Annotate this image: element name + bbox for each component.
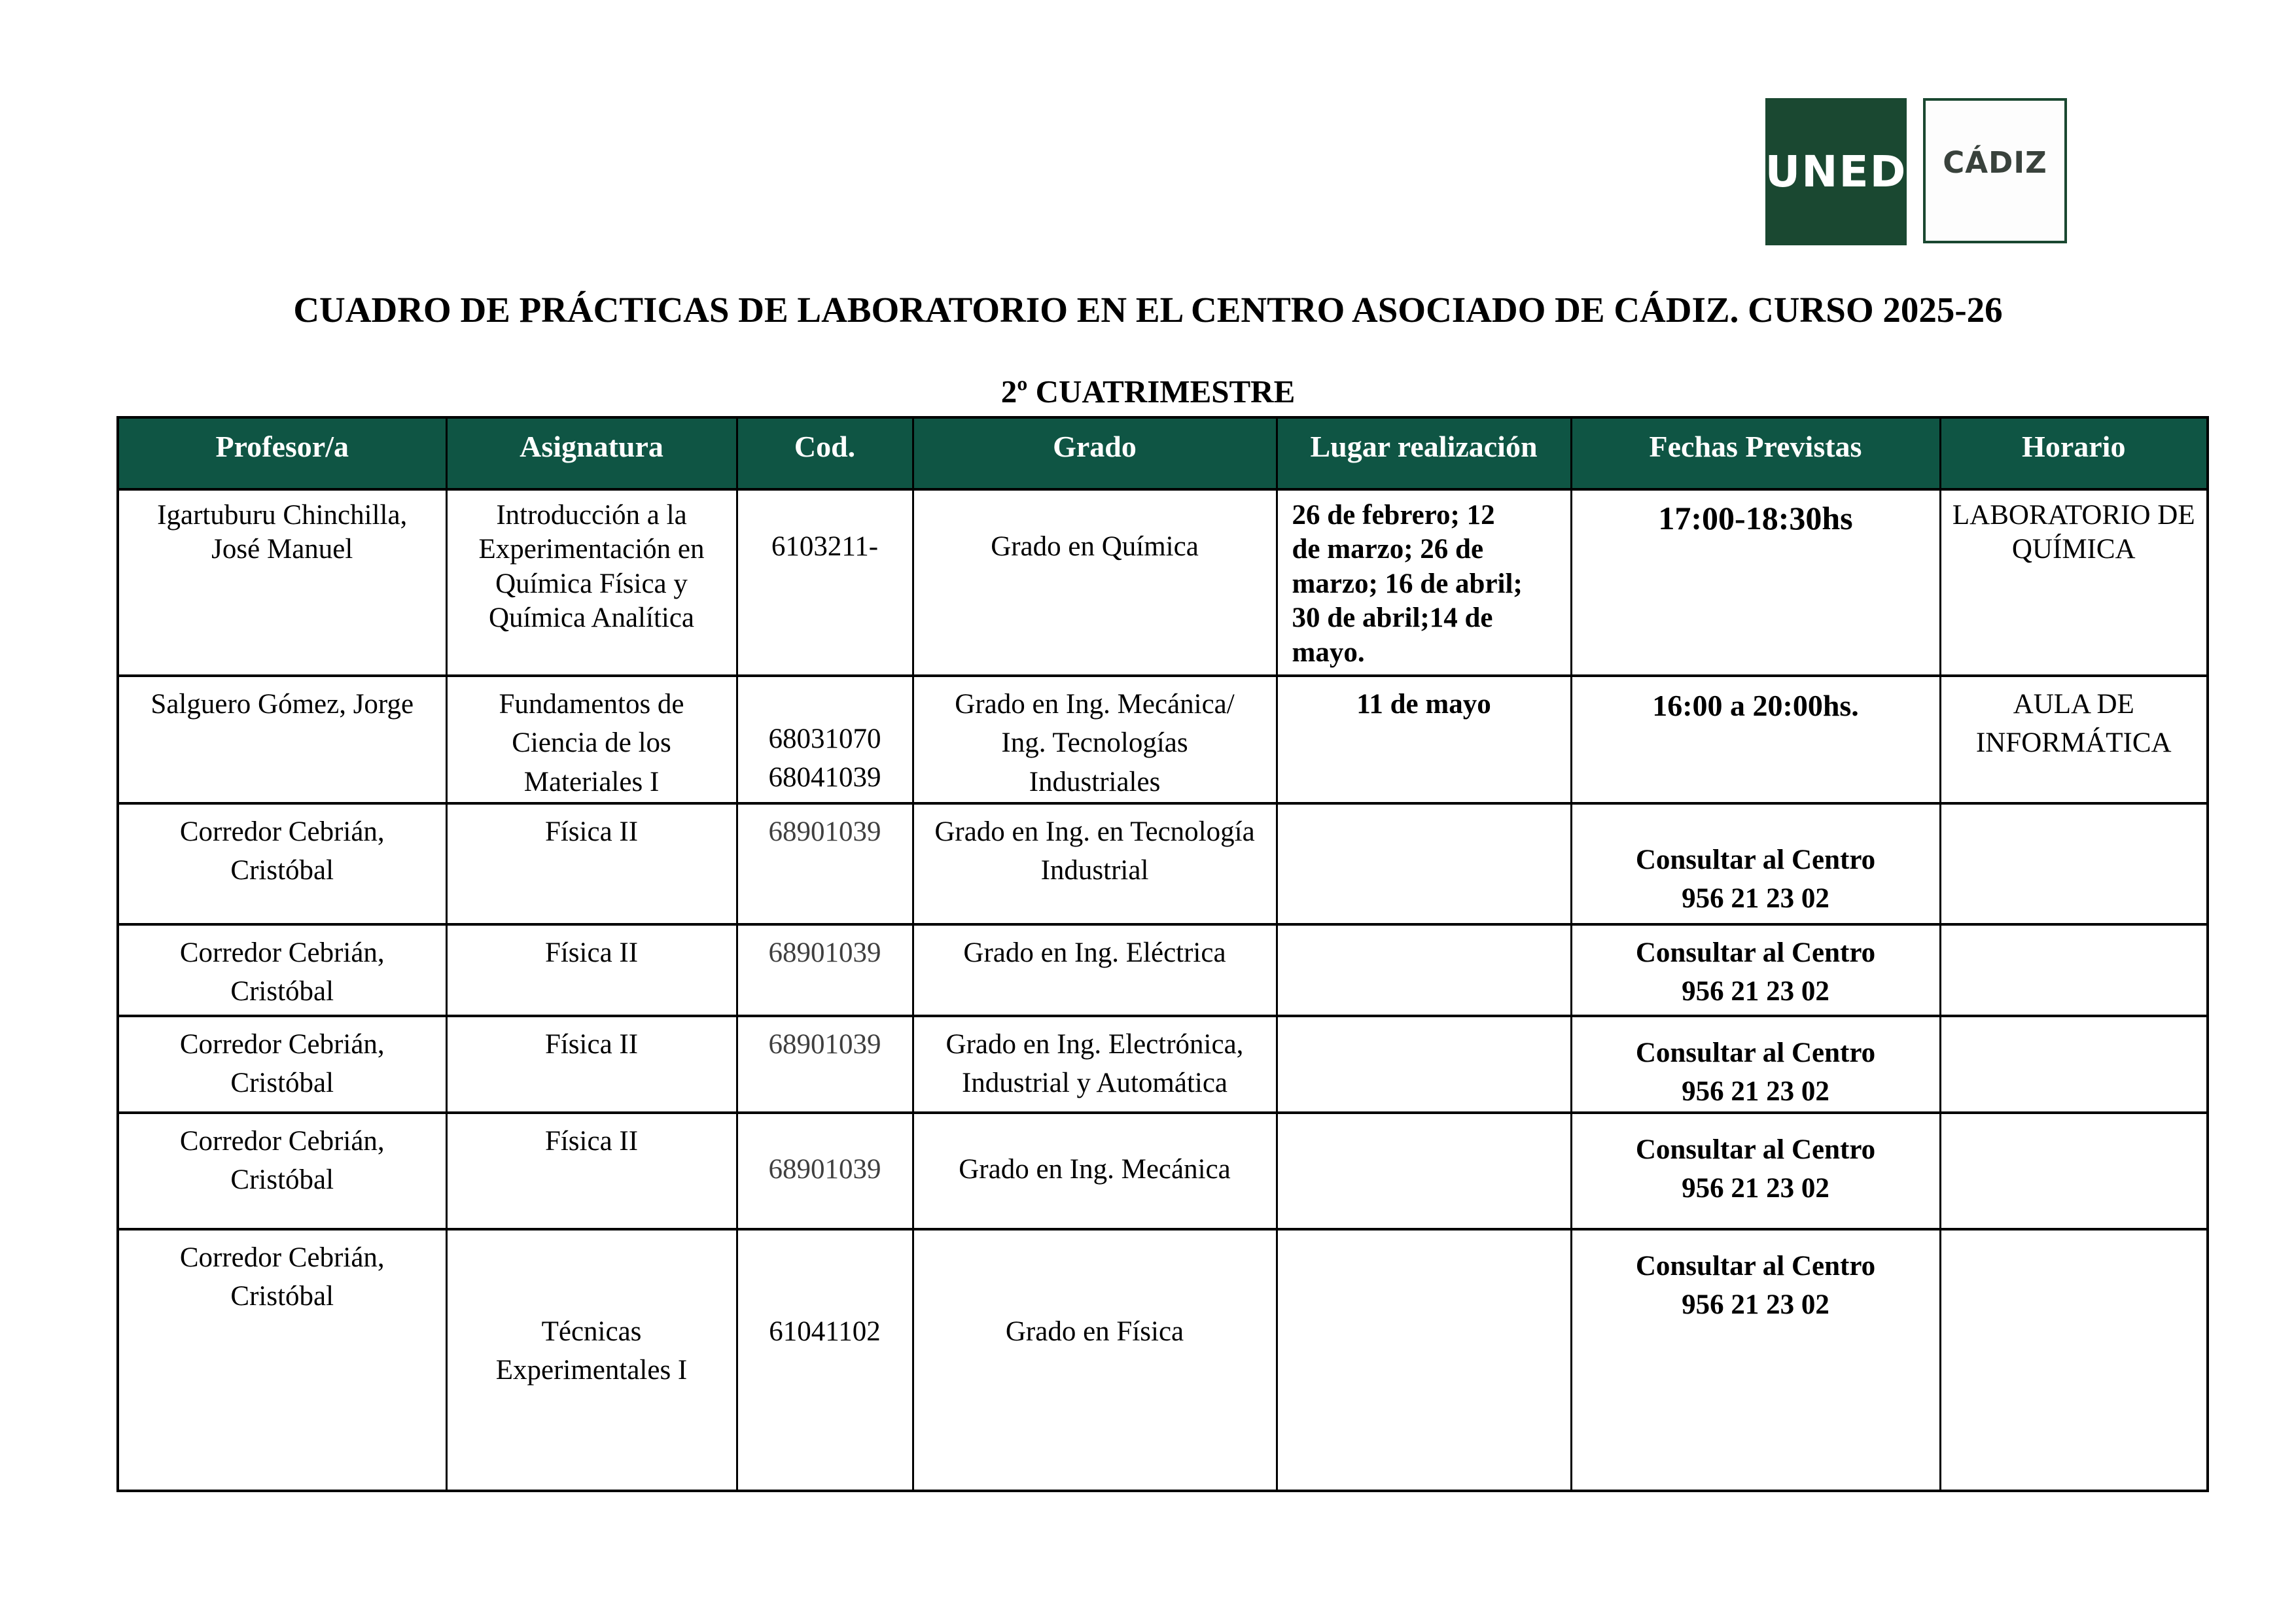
cell-profesor: Corredor Cebrián, Cristóbal: [116, 1015, 448, 1114]
cell-grado: Grado en Ing. Mecánica/ Ing. Tecnologías…: [911, 674, 1278, 805]
header-lugar: Lugar realización: [1275, 416, 1572, 491]
cell-horario: [1939, 923, 2209, 1017]
cell-cod: 6103211-: [735, 488, 914, 677]
cell-profesor: Corredor Cebrián, Cristóbal: [116, 1111, 448, 1230]
cell-profesor: Igartuburu Chinchilla, José Manuel: [116, 488, 448, 677]
cell-profesor: Corredor Cebrián, Cristóbal: [116, 802, 448, 926]
cell-asignatura: Fundamentos de Ciencia de los Materiales…: [445, 674, 738, 805]
cell-fechas: Consultar al Centro 956 21 23 02: [1570, 1111, 1941, 1230]
header-grado: Grado: [911, 416, 1278, 491]
cell-asignatura: Física II: [445, 1015, 738, 1114]
cell-lugar: [1275, 923, 1572, 1017]
cell-grado: Grado en Ing. en Tecnología Industrial: [911, 802, 1278, 926]
cell-cod: 68901039: [735, 802, 914, 926]
cell-grado: Grado en Ing. Eléctrica: [911, 923, 1278, 1017]
uned-logo-text: UNED: [1765, 147, 1907, 197]
cell-fechas: Consultar al Centro 956 21 23 02: [1570, 1228, 1941, 1492]
lab-schedule-table: Profesor/a Asignatura Cod. Grado Lugar r…: [116, 416, 2209, 1492]
table-row: Corredor Cebrián, Cristóbal Física II 68…: [116, 802, 2209, 926]
header-profesor: Profesor/a: [116, 416, 448, 491]
table-row: Corredor Cebrián, Cristóbal Física II 68…: [116, 923, 2209, 1017]
cell-grado: Grado en Ing. Electrónica, Industrial y …: [911, 1015, 1278, 1114]
table-header-row: Profesor/a Asignatura Cod. Grado Lugar r…: [116, 416, 2209, 491]
cell-fechas: 17:00-18:30hs: [1570, 488, 1941, 677]
cell-horario: [1939, 1111, 2209, 1230]
cell-profesor: Corredor Cebrián, Cristóbal: [116, 1228, 448, 1492]
cell-lugar: [1275, 1015, 1572, 1114]
cell-horario: AULA DE INFORMÁTICA: [1939, 674, 2209, 805]
cell-horario: [1939, 802, 2209, 926]
cell-horario: [1939, 1015, 2209, 1114]
header-cod: Cod.: [735, 416, 914, 491]
cell-fechas: Consultar al Centro 956 21 23 02: [1570, 1015, 1941, 1114]
header-asignatura: Asignatura: [445, 416, 738, 491]
cell-horario: LABORATORIO DE QUÍMICA: [1939, 488, 2209, 677]
table-row: Salguero Gómez, Jorge Fundamentos de Cie…: [116, 674, 2209, 805]
cadiz-logo-text: CÁDIZ: [1943, 145, 2047, 180]
cell-grado: Grado en Física: [911, 1228, 1278, 1492]
cell-cod: 68901039: [735, 1111, 914, 1230]
table-row: Corredor Cebrián, Cristóbal Física II 68…: [116, 1015, 2209, 1114]
cell-fechas: 16:00 a 20:00hs.: [1570, 674, 1941, 805]
cell-profesor: Salguero Gómez, Jorge: [116, 674, 448, 805]
header-fechas: Fechas Previstas: [1570, 416, 1941, 491]
cell-asignatura: Física II: [445, 923, 738, 1017]
cell-lugar: 26 de febrero; 12 de marzo; 26 de marzo;…: [1275, 488, 1572, 677]
table-row: Corredor Cebrián, Cristóbal Técnicas Exp…: [116, 1228, 2209, 1492]
cell-cod: 68031070 68041039: [735, 674, 914, 805]
cell-asignatura: Física II: [445, 802, 738, 926]
uned-cadiz-logo: UNED CÁDIZ: [1765, 98, 2067, 245]
cell-cod: 68901039: [735, 923, 914, 1017]
table-row: Corredor Cebrián, Cristóbal Física II 68…: [116, 1111, 2209, 1230]
cell-fechas: Consultar al Centro 956 21 23 02: [1570, 923, 1941, 1017]
cell-lugar: [1275, 1228, 1572, 1492]
page-subtitle: 2º CUATRIMESTRE: [1000, 374, 1296, 410]
header-horario: Horario: [1939, 416, 2209, 491]
cell-lugar: [1275, 802, 1572, 926]
cell-grado: Grado en Ing. Mecánica: [911, 1111, 1278, 1230]
page-title: CUADRO DE PRÁCTICAS DE LABORATORIO EN EL…: [293, 290, 2003, 330]
cell-asignatura: Física II: [445, 1111, 738, 1230]
cell-lugar: 11 de mayo: [1275, 674, 1572, 805]
cell-cod: 68901039: [735, 1015, 914, 1114]
cell-horario: [1939, 1228, 2209, 1492]
cell-lugar: [1275, 1111, 1572, 1230]
cell-asignatura: Introducción a la Experimentación en Quí…: [445, 488, 738, 677]
cadiz-logo: CÁDIZ: [1923, 98, 2067, 243]
cell-profesor: Corredor Cebrián, Cristóbal: [116, 923, 448, 1017]
cell-asignatura: Técnicas Experimentales I: [445, 1228, 738, 1492]
cell-cod: 61041102: [735, 1228, 914, 1492]
cell-fechas: Consultar al Centro 956 21 23 02: [1570, 802, 1941, 926]
table-row: Igartuburu Chinchilla, José Manuel Intro…: [116, 488, 2209, 677]
uned-logo: UNED: [1765, 98, 1907, 245]
cell-grado: Grado en Química: [911, 488, 1278, 677]
